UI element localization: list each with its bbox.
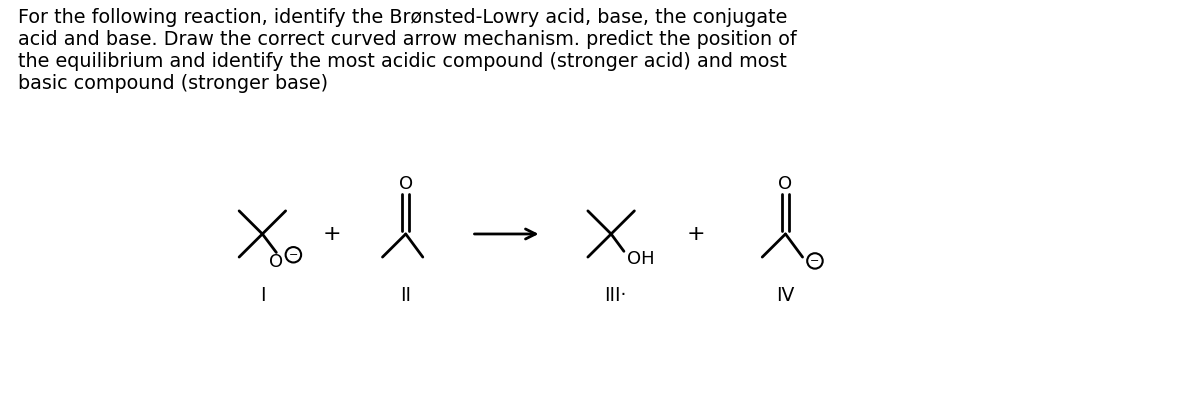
Text: +: + [323,224,342,244]
Text: OH: OH [628,250,655,268]
Text: O: O [269,253,283,272]
Text: IV: IV [776,286,794,305]
Text: II: II [401,286,412,305]
Text: −: − [810,256,820,266]
Text: I: I [259,286,265,305]
Text: O: O [398,175,413,193]
Text: For the following reaction, identify the Brønsted-Lowry acid, base, the conjugat: For the following reaction, identify the… [18,8,797,93]
Text: +: + [688,224,706,244]
Text: −: − [289,250,298,260]
Text: O: O [779,175,792,193]
Text: III·: III· [604,286,626,305]
